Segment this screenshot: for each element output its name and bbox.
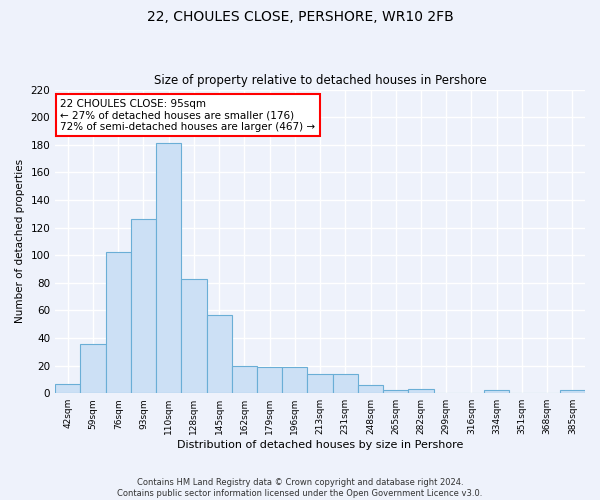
- Bar: [409, 389, 434, 393]
- Y-axis label: Number of detached properties: Number of detached properties: [15, 160, 25, 324]
- Bar: [55, 384, 80, 393]
- X-axis label: Distribution of detached houses by size in Pershore: Distribution of detached houses by size …: [177, 440, 463, 450]
- Bar: [484, 390, 509, 393]
- Text: Contains HM Land Registry data © Crown copyright and database right 2024.
Contai: Contains HM Land Registry data © Crown c…: [118, 478, 482, 498]
- Bar: [232, 366, 257, 393]
- Text: 22 CHOULES CLOSE: 95sqm
← 27% of detached houses are smaller (176)
72% of semi-d: 22 CHOULES CLOSE: 95sqm ← 27% of detache…: [61, 98, 316, 132]
- Bar: [181, 278, 206, 393]
- Bar: [131, 220, 156, 393]
- Bar: [332, 374, 358, 393]
- Bar: [307, 374, 332, 393]
- Bar: [383, 390, 409, 393]
- Text: 22, CHOULES CLOSE, PERSHORE, WR10 2FB: 22, CHOULES CLOSE, PERSHORE, WR10 2FB: [146, 10, 454, 24]
- Bar: [106, 252, 131, 393]
- Bar: [358, 385, 383, 393]
- Bar: [560, 390, 585, 393]
- Bar: [206, 314, 232, 393]
- Title: Size of property relative to detached houses in Pershore: Size of property relative to detached ho…: [154, 74, 487, 87]
- Bar: [156, 144, 181, 393]
- Bar: [257, 367, 282, 393]
- Bar: [80, 344, 106, 393]
- Bar: [282, 367, 307, 393]
